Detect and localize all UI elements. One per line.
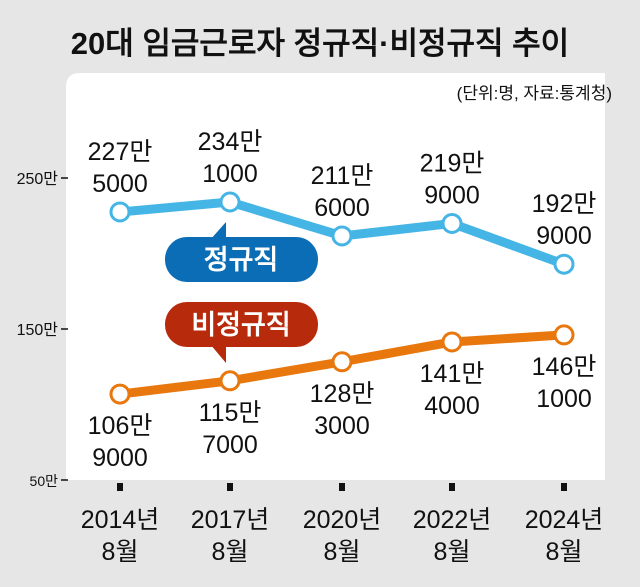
y-tick-label: 250만 [17,170,59,188]
x-tick-label-month: 8월 [546,538,583,566]
data-point [109,201,131,223]
x-tick-mark [227,483,233,491]
data-label: 1000 [536,385,592,413]
data-label: 9000 [424,181,480,209]
x-tick-mark [449,483,455,491]
data-point [553,253,575,275]
x-tick-label: 2020년 [303,506,382,534]
x-tick-label: 2014년 [81,506,160,534]
data-label: 128만 [310,380,375,408]
data-point [331,351,353,373]
data-label: 192만 [532,190,597,218]
x-tick-label-month: 8월 [434,538,471,566]
legend-label: 비정규직 [191,310,290,340]
data-label: 5000 [92,170,148,198]
data-point [219,191,241,213]
data-label: 219만 [420,149,485,177]
data-label: 4000 [424,392,480,420]
data-point [219,370,241,392]
plot-area [66,73,605,480]
legend-nonregular: 비정규직 [165,302,318,363]
data-label: 227만 [88,138,153,166]
y-tick-label: 150만 [17,321,59,339]
chart-title: 20대 임금근로자 정규직·비정규직 추이 [71,26,569,61]
x-tick-label-month: 8월 [102,538,139,566]
x-tick-mark [561,483,567,491]
legend-regular: 정규직 [165,222,318,282]
x-tick-label: 2022년 [413,506,492,534]
y-tick-label: 50만 [30,473,59,489]
x-tick-label-month: 8월 [324,538,361,566]
data-point [109,383,131,405]
x-tick-label: 2024년 [525,506,604,534]
data-label: 234만 [198,128,263,156]
data-point [441,212,463,234]
data-point [441,331,463,353]
data-point [553,324,575,346]
data-label: 9000 [536,222,592,250]
data-label: 211만 [311,162,374,190]
data-label: 106만 [88,412,153,440]
data-label: 9000 [92,444,148,472]
data-label: 3000 [314,412,370,440]
legend-label: 정규직 [204,245,279,275]
data-label: 1000 [202,160,258,188]
x-tick-mark [339,483,345,491]
data-label: 7000 [202,431,258,459]
data-label: 146만 [532,353,597,381]
data-label: 115만 [199,399,262,427]
x-tick-label-month: 8월 [212,538,249,566]
chart-subtitle: (단위:명, 자료:통계청) [457,84,612,103]
data-point [331,225,353,247]
x-tick-mark [117,483,123,491]
x-tick-label: 2017년 [191,506,270,534]
data-label: 141만 [420,360,485,388]
data-label: 6000 [314,194,370,222]
